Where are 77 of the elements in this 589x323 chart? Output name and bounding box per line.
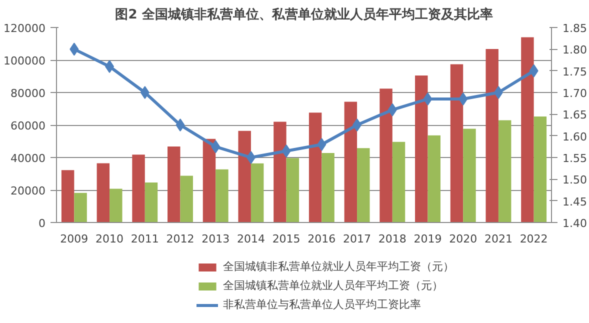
- point: [140, 86, 150, 99]
- bar: [132, 154, 145, 222]
- y2-tick-label: 1.85: [562, 22, 587, 35]
- point: [529, 64, 538, 78]
- y2-tick-label: 1.65: [562, 108, 587, 122]
- bar: [61, 170, 74, 222]
- y-tick-label: 40000: [10, 152, 46, 165]
- y2-tick-label: 1.80: [562, 44, 587, 57]
- y-tick-label: 0: [38, 217, 46, 230]
- x-tick-label: 2015: [272, 232, 300, 246]
- point: [352, 118, 362, 132]
- y2-tick-label: 1.75: [562, 65, 587, 78]
- x-tick-label: 2010: [96, 232, 124, 246]
- point: [105, 60, 114, 73]
- point: [388, 103, 397, 116]
- point: [246, 151, 256, 164]
- legend-label: 全国城镇非私营单位就业人员年平均工资（元）: [223, 259, 454, 274]
- x-tick-label: 2019: [414, 232, 442, 246]
- x-tick-label: 2018: [378, 232, 406, 246]
- bar: [534, 116, 547, 222]
- point: [494, 86, 503, 99]
- point: [211, 140, 220, 154]
- bar: [521, 37, 534, 222]
- bar: [450, 64, 464, 222]
- y2-tick-label: 1.55: [562, 152, 587, 165]
- point: [317, 138, 326, 151]
- x-tick-label: 2014: [236, 232, 265, 246]
- bar: [308, 112, 322, 222]
- point: [458, 92, 468, 106]
- bar: [74, 192, 87, 222]
- y2-tick-label: 1.60: [562, 130, 587, 144]
- y2-tick-label: 1.70: [562, 87, 587, 100]
- bar: [250, 163, 264, 222]
- bar: [428, 135, 440, 222]
- y2-tick-label: 1.45: [562, 195, 587, 208]
- bar: [96, 163, 110, 222]
- bar: [322, 152, 334, 222]
- y2-tick-label: 1.50: [562, 174, 587, 187]
- y-tick-label: 60000: [10, 120, 46, 132]
- legend-label: 非私营单位与私营单位人员平均工资比率: [223, 297, 421, 312]
- bar: [216, 169, 228, 222]
- legend-label: 全国城镇私营单位就业人员年平均工资（元）: [223, 278, 443, 293]
- x-tick-label: 2020: [449, 232, 478, 246]
- x-tick-label: 2012: [166, 232, 194, 246]
- bar: [344, 102, 358, 222]
- bar: [202, 138, 216, 222]
- x-tick-label: 2021: [484, 232, 512, 246]
- x-tick-label: 2016: [308, 232, 336, 246]
- bar: [380, 88, 392, 222]
- bar: [274, 122, 286, 222]
- y-tick-label: 100000: [4, 54, 46, 68]
- point: [423, 92, 432, 106]
- y-tick-label: 80000: [10, 87, 46, 100]
- x-tick-label: 2013: [202, 232, 230, 246]
- x-tick-label: 2009: [60, 232, 88, 246]
- y-tick-label: 20000: [10, 184, 46, 198]
- chart-title: 图2 全国城镇非私营单位、私营单位就业人员年平均工资及其比率: [115, 6, 493, 22]
- bar: [357, 148, 370, 222]
- point: [176, 118, 185, 132]
- bar: [498, 120, 512, 222]
- bar: [144, 182, 158, 222]
- x-tick-label: 2011: [130, 232, 159, 246]
- bar: [180, 176, 193, 222]
- bar: [486, 48, 498, 222]
- bar: [392, 142, 406, 222]
- bar: [463, 128, 476, 222]
- bar: [238, 130, 251, 222]
- bar: [415, 75, 428, 222]
- point: [70, 42, 79, 56]
- bar: [168, 146, 180, 222]
- bar: [110, 188, 122, 222]
- bar: [286, 158, 300, 222]
- x-tick-label: 2022: [520, 232, 548, 246]
- x-tick-label: 2017: [343, 232, 372, 246]
- y-tick-label: 120000: [4, 22, 46, 35]
- y2-tick-label: 1.40: [562, 217, 587, 230]
- point: [282, 144, 291, 158]
